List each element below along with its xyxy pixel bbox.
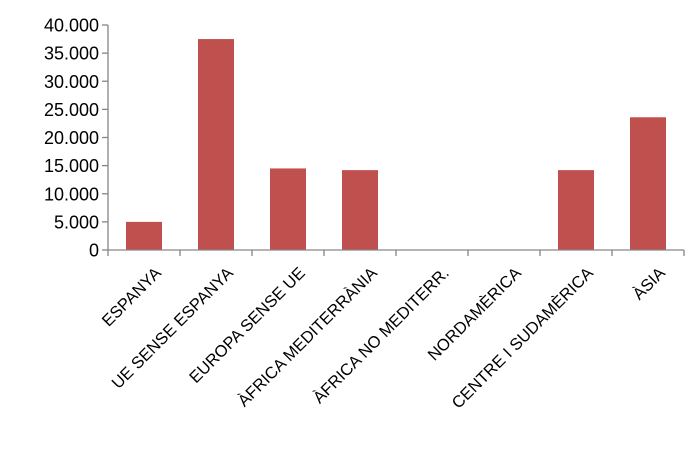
x-tick-label: UE SENSE ESPANYA [108,264,236,392]
x-tick-label: ESPANYA [99,264,165,330]
bar [342,170,378,250]
x-tick-label: ÀFRICA MEDITERRÀNIA [234,263,381,410]
bar [558,170,594,250]
y-axis-ticks: 0 5.000 10.000 15.000 20.000 25.000 30.000 35.0… [44,16,685,261]
x-tick-label: CENTRE I SUDAMÈRICA [448,263,597,412]
bar [270,168,306,250]
bar [630,117,666,250]
y-tick-label: 15.000 [44,156,99,176]
y-tick-label: 0 [89,241,99,261]
x-tick-label: ÀFRICA NO MEDITERR. [309,263,453,407]
y-tick-label: 30.000 [44,72,99,92]
y-tick-label: 25.000 [44,100,99,120]
y-tick-label: 40.000 [44,16,99,36]
y-tick-label: 35.000 [44,44,99,64]
bar [198,39,234,250]
bar [126,221,162,250]
y-tick-label: 5.000 [54,212,99,232]
y-tick-label: 10.000 [44,184,99,204]
x-tick-label: ÀSIA [629,263,669,303]
bars [126,39,666,250]
y-tick-label: 20.000 [44,128,99,148]
